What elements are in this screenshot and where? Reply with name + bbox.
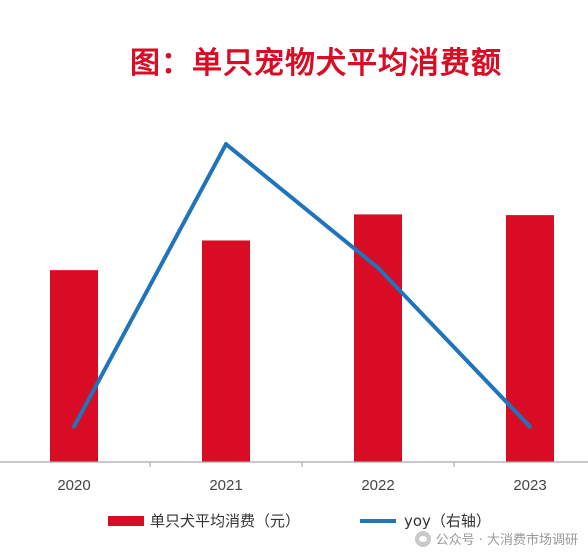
- x-tick-label-2023: 2023: [513, 477, 546, 494]
- bar-2021: [202, 240, 250, 462]
- watermark-text: 公众号 · 大消费市场调研: [435, 533, 578, 548]
- chart-area: 2020 2021 2022 2023: [0, 142, 588, 494]
- x-tick-label-2022: 2022: [361, 477, 394, 494]
- legend-label-line: yoy（右轴）: [404, 512, 491, 530]
- x-tick-label-2021: 2021: [209, 477, 242, 494]
- yoy-line: [72, 142, 532, 429]
- yoy-point-2020: [72, 424, 76, 429]
- bar-2020: [50, 270, 98, 462]
- watermark: 公众号 · 大消费市场调研: [414, 529, 578, 548]
- wechat-icon: [414, 530, 431, 547]
- legend-swatch-bar: [108, 515, 144, 526]
- bar-2023: [506, 215, 554, 462]
- x-tick-label-2020: 2020: [57, 477, 90, 494]
- legend-item-line: yoy（右轴）: [360, 510, 491, 531]
- legend-item-bar: 单只犬平均消费（元）: [108, 510, 300, 531]
- yoy-point-2023: [528, 424, 532, 429]
- legend-label-bar: 单只犬平均消费（元）: [150, 512, 301, 530]
- yoy-point-2022: [376, 265, 380, 270]
- yoy-point-2021: [224, 142, 228, 147]
- legend-swatch-line: [360, 518, 396, 523]
- chart-title: 图：单只宠物犬平均消费额: [130, 46, 502, 81]
- legend: 单只犬平均消费（元） yoy（右轴）: [0, 510, 588, 536]
